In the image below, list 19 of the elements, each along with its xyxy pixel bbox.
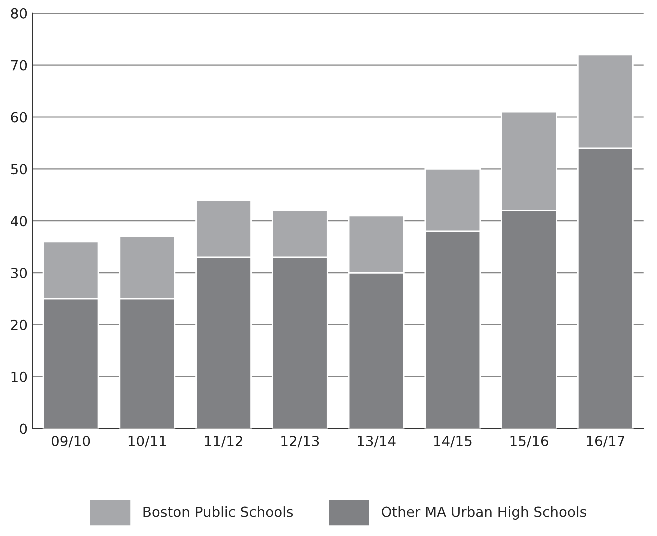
y-tick-label: 80 — [11, 8, 28, 19]
x-tick-label: 16/17 — [587, 436, 624, 448]
y-tick-label: 70 — [11, 60, 28, 71]
legend-label: Boston Public Schools — [144, 506, 294, 518]
x-tick-label: 14/15 — [434, 436, 472, 448]
legend-label: Other MA Urban High Schools — [382, 506, 586, 520]
y-tick-label: 40 — [10, 216, 28, 227]
x-tick-label: 09/10 — [52, 436, 90, 448]
y-tick-label: 60 — [11, 112, 28, 123]
x-tick-label: 11/12 — [205, 436, 242, 448]
x-tick-label: 10/11 — [128, 436, 166, 448]
y-tick-label: 50 — [11, 164, 28, 175]
y-tick-label: 0 — [20, 424, 28, 434]
y-tick-label: 30 — [11, 268, 28, 278]
x-tick-label: 15/16 — [510, 436, 548, 448]
y-tick-label: 10 — [12, 372, 28, 382]
x-tick-label: 12/13 — [282, 436, 320, 448]
x-tick-label: 13/14 — [358, 436, 396, 448]
y-tick-label: 20 — [11, 320, 28, 330]
